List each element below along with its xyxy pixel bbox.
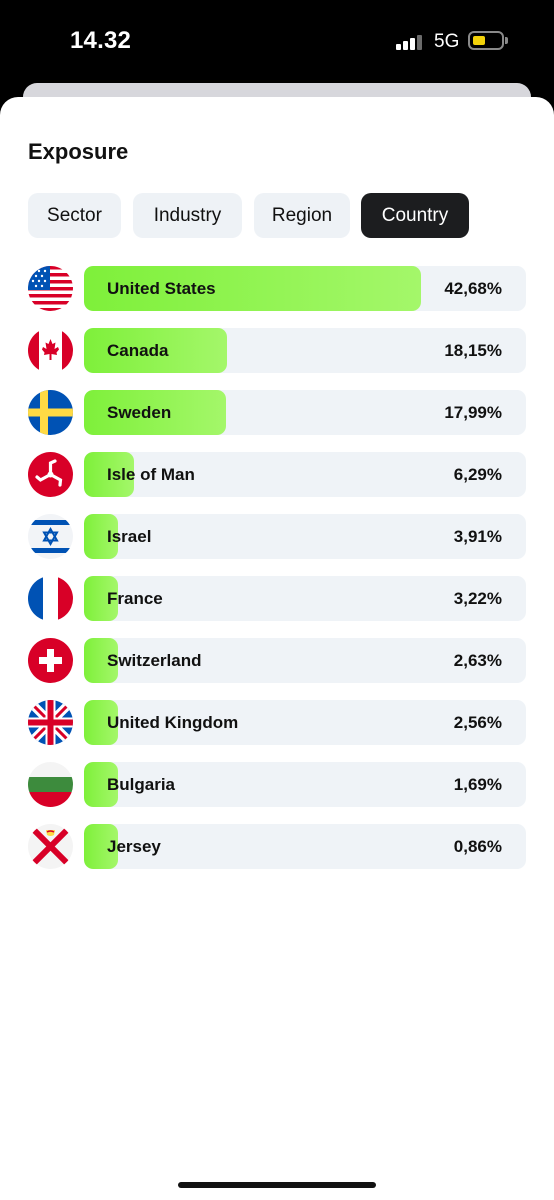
tab-industry[interactable]: Industry: [133, 193, 242, 238]
country-name: Switzerland: [107, 651, 202, 670]
country-name: United Kingdom: [107, 713, 239, 732]
country-name: Jersey: [107, 837, 161, 856]
tab-sector[interactable]: Sector: [28, 193, 121, 238]
country-percent: 0,86%: [453, 837, 502, 856]
exposure-bar-track[interactable]: Israel 3,91%: [84, 514, 526, 559]
exposure-bar-fill: [84, 390, 227, 435]
country-name: Isle of Man: [107, 465, 195, 484]
country-row: Canada 18,15%: [28, 328, 526, 373]
exposure-bar-track[interactable]: Canada 18,15%: [84, 328, 526, 373]
canada-flag-icon: [28, 328, 73, 373]
bulgaria-flag-icon: [28, 762, 73, 807]
country-name: Sweden: [107, 403, 172, 422]
country-percent: 1,69%: [453, 775, 502, 794]
country-row: Bulgaria 1,69%: [28, 762, 526, 807]
exposure-bar-fill: [84, 576, 118, 621]
battery-cap: [505, 37, 508, 44]
exposure-bar-fill: [84, 328, 228, 373]
france-flag-icon: [28, 576, 73, 621]
country-name: Israel: [107, 527, 152, 546]
country-row: Sweden 17,99%: [28, 390, 526, 435]
country-percent: 2,56%: [453, 713, 502, 732]
country-name: Bulgaria: [107, 775, 176, 794]
network-type: 5G: [434, 31, 460, 52]
us-flag-icon: [28, 266, 73, 311]
country-name: France: [107, 589, 163, 608]
country-row: France 3,22%: [28, 576, 526, 621]
uk-flag-icon: [28, 700, 73, 745]
exposure-bar-fill: [84, 452, 134, 497]
country-row: United Kingdom 2,56%: [28, 700, 526, 745]
cellular-signal-icon: [396, 34, 426, 50]
exposure-bar-fill: [84, 638, 118, 683]
tab-country[interactable]: Country: [361, 193, 469, 238]
country-row: Isle of Man 6,29%: [28, 452, 526, 497]
exposure-bar-track[interactable]: United Kingdom 2,56%: [84, 700, 526, 745]
exposure-bar-track[interactable]: United States 42,68%: [84, 266, 526, 311]
page-title: Exposure: [28, 139, 129, 164]
battery-level: [473, 36, 485, 45]
country-row: Israel 3,91%: [28, 514, 526, 559]
exposure-bar-track[interactable]: Jersey 0,86%: [84, 824, 526, 869]
sweden-flag-icon: [28, 390, 73, 435]
country-percent: 18,15%: [444, 341, 502, 360]
country-row: Jersey 0,86%: [28, 824, 526, 869]
exposure-bar-fill: [84, 266, 421, 311]
country-row: Switzerland 2,63%: [28, 638, 526, 683]
home-indicator: [178, 1182, 376, 1188]
status-bar: 14.32 5G: [0, 0, 554, 90]
exposure-bar-track[interactable]: France 3,22%: [84, 576, 526, 621]
exposure-bar-fill: [84, 824, 118, 869]
exposure-bar-fill: [84, 762, 118, 807]
isle-of-man-flag-icon: [28, 452, 73, 497]
status-time: 14.32: [70, 27, 132, 54]
exposure-bar-track[interactable]: Switzerland 2,63%: [84, 638, 526, 683]
israel-flag-icon: [28, 514, 73, 559]
country-percent: 3,22%: [453, 589, 502, 608]
country-percent: 2,63%: [453, 651, 502, 670]
country-name: United States: [107, 279, 216, 298]
exposure-bar-track[interactable]: Sweden 17,99%: [84, 390, 526, 435]
country-row: United States 42,68%: [28, 266, 526, 311]
exposure-bar-fill: [84, 700, 118, 745]
jersey-flag-icon: [28, 824, 73, 869]
exposure-bar-track[interactable]: Isle of Man 6,29%: [84, 452, 526, 497]
tab-region[interactable]: Region: [254, 193, 350, 238]
country-percent: 42,68%: [444, 279, 502, 298]
switzerland-flag-icon: [28, 638, 73, 683]
battery-icon: [468, 31, 504, 50]
country-percent: 6,29%: [453, 465, 502, 484]
country-name: Canada: [107, 341, 169, 360]
exposure-bar-track[interactable]: Bulgaria 1,69%: [84, 762, 526, 807]
country-percent: 3,91%: [453, 527, 502, 546]
exposure-bar-fill: [84, 514, 118, 559]
country-percent: 17,99%: [444, 403, 502, 422]
